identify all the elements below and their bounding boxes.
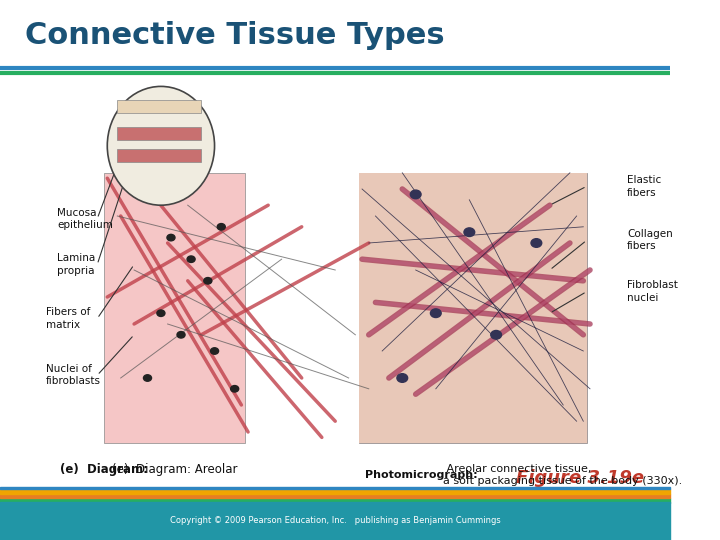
Bar xyxy=(104,173,245,443)
Bar xyxy=(0,487,670,489)
Text: Areolar connective tissue,
a soft packaging tissue of the body (330x).: Areolar connective tissue, a soft packag… xyxy=(443,464,682,486)
Circle shape xyxy=(491,330,502,339)
Text: Fibers of
matrix: Fibers of matrix xyxy=(45,307,90,330)
Ellipse shape xyxy=(107,86,215,205)
Text: Connective Tissue Types: Connective Tissue Types xyxy=(25,21,445,50)
Circle shape xyxy=(143,375,151,381)
Bar xyxy=(117,127,201,140)
Text: Nuclei of
fibroblasts: Nuclei of fibroblasts xyxy=(45,364,101,387)
Circle shape xyxy=(167,234,175,241)
Text: Figure 3.19e: Figure 3.19e xyxy=(516,469,644,487)
Bar xyxy=(359,173,587,443)
Circle shape xyxy=(187,256,195,262)
Circle shape xyxy=(210,348,219,354)
Text: Elastic
fibers: Elastic fibers xyxy=(627,175,661,198)
Bar xyxy=(0,502,670,540)
Text: Collagen
fibers: Collagen fibers xyxy=(627,229,672,252)
Text: Photomicrograph:: Photomicrograph: xyxy=(366,470,478,480)
Circle shape xyxy=(217,224,225,230)
Circle shape xyxy=(531,239,541,247)
Text: Lamina
propria: Lamina propria xyxy=(57,253,95,276)
Circle shape xyxy=(230,386,239,392)
Circle shape xyxy=(204,278,212,284)
Text: Mucosa
epithelium: Mucosa epithelium xyxy=(57,207,113,230)
Circle shape xyxy=(410,190,421,199)
Bar xyxy=(0,489,670,494)
Text: Fibroblast
nuclei: Fibroblast nuclei xyxy=(627,280,678,303)
Circle shape xyxy=(431,309,441,318)
Text: (e)  Diagram: Areolar: (e) Diagram: Areolar xyxy=(112,463,237,476)
Circle shape xyxy=(157,310,165,316)
Bar xyxy=(117,148,201,162)
Text: Copyright © 2009 Pearson Education, Inc.   publishing as Benjamin Cummings: Copyright © 2009 Pearson Education, Inc.… xyxy=(170,516,500,525)
Bar xyxy=(0,494,670,498)
Bar xyxy=(117,100,201,113)
Circle shape xyxy=(464,228,474,237)
Bar xyxy=(0,498,670,503)
Circle shape xyxy=(397,374,408,382)
Text: (e)  Diagram:: (e) Diagram: xyxy=(60,463,148,476)
Circle shape xyxy=(177,332,185,338)
Bar xyxy=(359,173,587,443)
